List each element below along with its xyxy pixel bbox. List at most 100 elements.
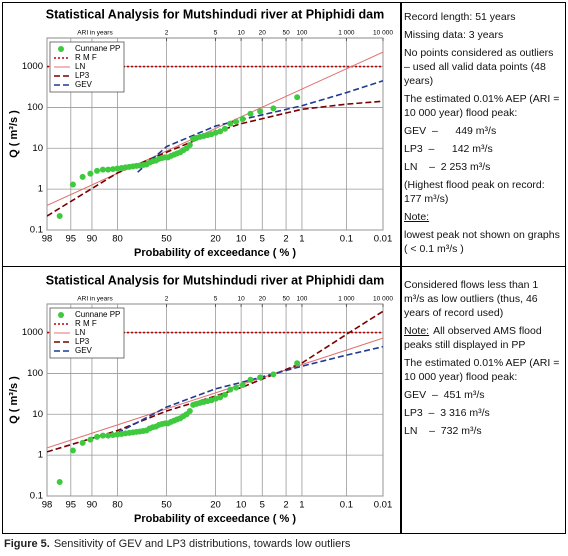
top-tick-label: 5	[214, 30, 218, 37]
data-point	[94, 167, 101, 174]
chart-title: Statistical Analysis for Mutshindudi riv…	[46, 7, 384, 21]
data-point	[247, 376, 254, 383]
x-axis-title: Probability of exceedance ( % )	[134, 513, 296, 525]
y-tick-label: 100	[27, 368, 43, 379]
data-point	[247, 110, 254, 117]
x-tick-label: 90	[87, 500, 98, 511]
top-tick-label: 2	[165, 30, 169, 37]
top-tick-label: 10 000	[373, 296, 393, 303]
note-line: Considered flows less than 1 m³/s as low…	[404, 279, 542, 319]
data-point	[233, 118, 240, 125]
x-tick-label: 20	[210, 234, 221, 245]
top-axis-label: ARI in years	[77, 30, 113, 37]
y-tick-label: 0.1	[30, 491, 43, 502]
notes: Record length: 51 years Missing data: 3 y…	[404, 10, 560, 260]
x-tick-label: 2	[283, 234, 288, 245]
data-point	[109, 432, 116, 439]
top-tick-label: 50	[282, 296, 290, 303]
y-tick-label: 1000	[22, 61, 43, 72]
note-line: LP3 – 142 m³/s	[404, 143, 493, 155]
notes: Considered flows less than 1 m³/s as low…	[404, 278, 560, 442]
y-tick-label: 1	[38, 184, 43, 195]
data-point	[99, 166, 106, 173]
data-point	[227, 386, 234, 393]
top-axis-label: ARI in years	[77, 296, 113, 303]
data-point	[221, 391, 228, 398]
data-point	[56, 213, 63, 220]
x-tick-label: 98	[42, 234, 53, 245]
note-line: Note: All observed AMS flood peaks still …	[404, 324, 560, 352]
note-line: Record length: 51 years	[404, 11, 516, 23]
legend-marker	[58, 46, 64, 52]
legend-marker	[58, 312, 64, 318]
chart-title: Statistical Analysis for Mutshindudi riv…	[46, 273, 384, 287]
note-line: Missing data: 3 years	[404, 29, 504, 41]
y-tick-label: 10	[32, 143, 43, 154]
x-tick-label: 80	[112, 500, 123, 511]
note-label: Note:	[404, 211, 430, 223]
top-tick-label: 50	[282, 30, 290, 37]
note-line: LP3 – 3 316 m³/s	[404, 407, 490, 419]
note-line: (Highest flood peak on record: 177 m³/s)	[404, 179, 548, 205]
x-tick-label: 0.01	[374, 234, 393, 245]
panel-frame	[2, 266, 566, 534]
note-label: Note:	[404, 325, 430, 337]
data-point	[56, 479, 63, 486]
note-line: lowest peak not shown on graphs ( < 0.1 …	[404, 229, 563, 255]
data-point	[239, 116, 246, 123]
data-point	[94, 433, 101, 440]
note-line: The estimated 0.01% AEP (ARI = 10 000 ye…	[404, 357, 563, 383]
x-tick-label: 0.01	[374, 500, 393, 511]
note-line: Note:	[404, 210, 560, 224]
note-line: LN – 2 253 m³/s	[404, 161, 491, 173]
data-point	[190, 401, 197, 408]
data-point	[221, 125, 228, 132]
top-tick-label: 10 000	[373, 30, 393, 37]
legend-label: R M F	[75, 53, 97, 62]
y-tick-label: 1000	[22, 327, 43, 338]
note-line: No points considered as outliers – used …	[404, 47, 557, 87]
data-point	[270, 371, 277, 378]
top-tick-label: 1 000	[338, 30, 355, 37]
legend-label: Cunnane PP	[75, 44, 120, 53]
y-tick-label: 10	[32, 409, 43, 420]
top-tick-label: 20	[259, 30, 267, 37]
data-point	[105, 432, 112, 439]
data-point	[79, 439, 86, 446]
x-tick-label: 95	[66, 234, 77, 245]
top-tick-label: 20	[259, 296, 267, 303]
data-point	[239, 382, 246, 389]
data-point	[270, 105, 277, 112]
series-line	[117, 345, 383, 434]
x-tick-label: 5	[260, 500, 265, 511]
x-tick-label: 50	[161, 234, 172, 245]
x-tick-label: 2	[283, 500, 288, 511]
note-text: All observed AMS flood peaks still displ…	[404, 325, 545, 351]
x-tick-label: 5	[260, 234, 265, 245]
x-tick-label: 20	[210, 500, 221, 511]
data-point	[99, 432, 106, 439]
y-axis-title: Q ( m³/s )	[8, 110, 20, 158]
data-point	[87, 436, 94, 443]
y-tick-label: 100	[27, 102, 43, 113]
y-tick-label: 0.1	[30, 225, 43, 236]
top-tick-label: 10	[238, 296, 246, 303]
legend-label: LP3	[75, 337, 90, 346]
legend-label: GEV	[75, 346, 93, 355]
series-layer	[47, 310, 383, 486]
note-line: GEV – 451 m³/s	[404, 389, 485, 401]
data-point	[114, 431, 121, 438]
data-point	[294, 94, 301, 101]
chart: Statistical Analysis for Mutshindudi riv…	[8, 7, 393, 259]
x-tick-label: 1	[299, 500, 304, 511]
legend-label: Cunnane PP	[75, 310, 120, 319]
x-tick-label: 0.1	[340, 234, 353, 245]
data-point	[257, 374, 264, 381]
data-point	[87, 170, 94, 177]
x-tick-label: 90	[87, 234, 98, 245]
x-tick-label: 0.1	[340, 500, 353, 511]
top-tick-label: 10	[238, 30, 246, 37]
data-point	[69, 447, 76, 454]
legend-label: LN	[75, 62, 85, 71]
x-tick-label: 10	[236, 500, 247, 511]
